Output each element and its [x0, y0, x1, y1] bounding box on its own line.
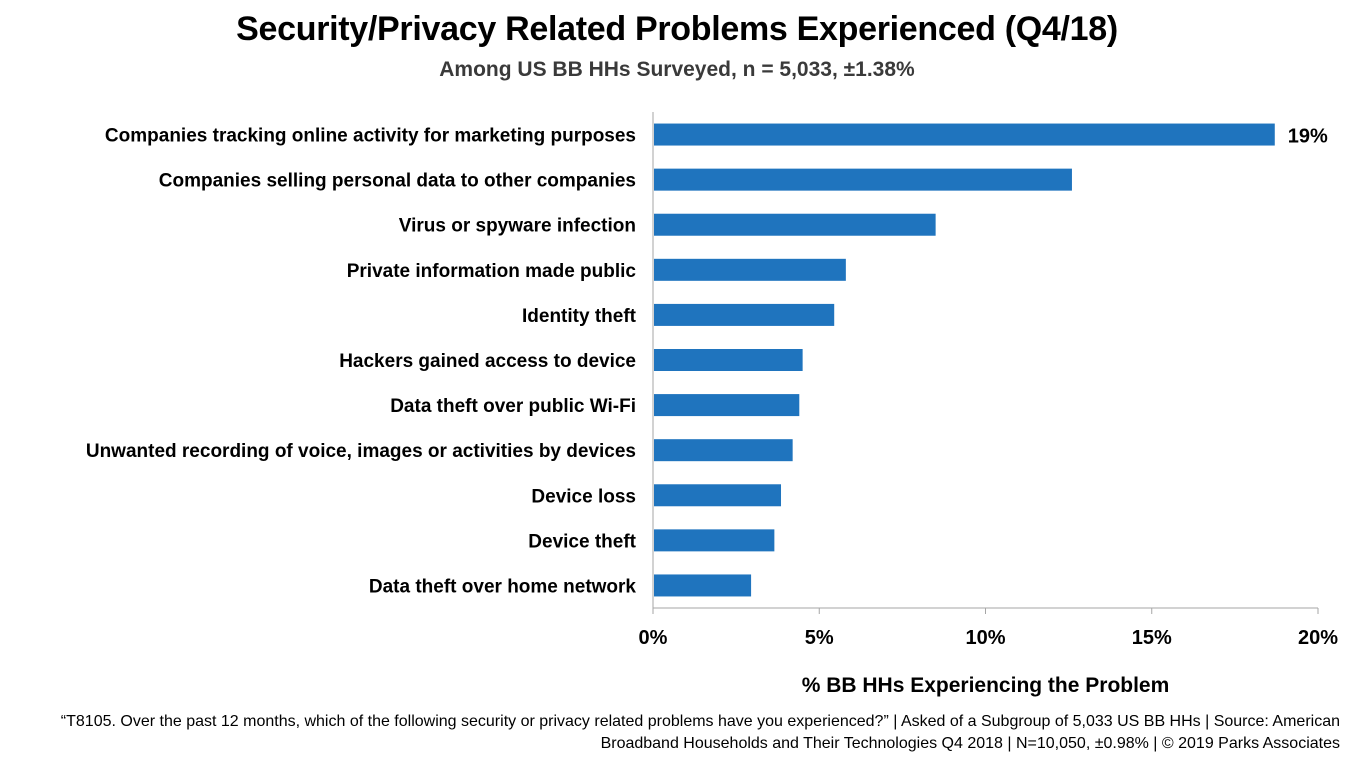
category-label: Virus or spyware infection	[399, 216, 636, 237]
source-footnote: “T8105. Over the past 12 months, which o…	[60, 713, 1340, 752]
bar	[654, 168, 1072, 191]
x-axis-label: % BB HHs Experiencing the Problem	[801, 674, 1170, 697]
category-label: Private information made public	[347, 261, 637, 282]
x-tick-label: 5%	[805, 627, 834, 649]
category-label: Companies tracking online activity for m…	[105, 126, 636, 147]
bar	[654, 484, 782, 507]
category-label: Device loss	[531, 486, 636, 507]
bar	[654, 213, 936, 236]
category-label: Identity theft	[522, 306, 637, 327]
x-tick-label: 20%	[1298, 627, 1338, 649]
bar	[654, 123, 1275, 146]
category-label: Companies selling personal data to other…	[159, 171, 636, 192]
category-label: Data theft over home network	[369, 576, 637, 597]
category-label: Unwanted recording of voice, images or a…	[86, 441, 636, 462]
chart-subtitle: Among US BB HHs Surveyed, n = 5,033, ±1.…	[439, 58, 915, 81]
x-tick-label: 15%	[1132, 627, 1172, 649]
bar	[654, 258, 846, 281]
category-label: Data theft over public Wi-Fi	[390, 396, 636, 417]
bar	[654, 349, 803, 371]
data-label: 19%	[1288, 126, 1328, 148]
chart-title: Security/Privacy Related Problems Experi…	[236, 10, 1118, 48]
bar	[654, 303, 835, 326]
bar	[654, 439, 793, 462]
bar	[654, 574, 752, 597]
x-tick-label: 10%	[965, 627, 1005, 649]
category-label: Device theft	[528, 531, 636, 552]
bar	[654, 529, 775, 552]
bar	[654, 394, 800, 417]
x-tick-label: 0%	[639, 627, 668, 649]
category-label: Hackers gained access to device	[339, 351, 636, 372]
